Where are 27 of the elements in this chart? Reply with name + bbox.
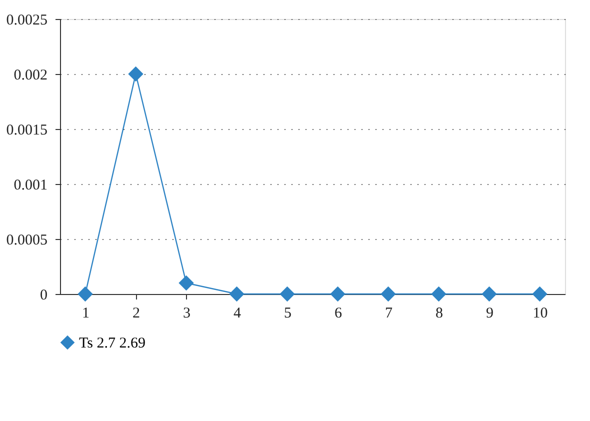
point <box>229 286 244 302</box>
x-tick-label: 2 <box>132 306 140 322</box>
y-tick-label: 0 <box>40 288 48 304</box>
x-tick-label: 10 <box>532 306 548 322</box>
x-tick-label: 7 <box>385 306 393 322</box>
x-tick-label: 6 <box>334 306 342 322</box>
x-tick-label: 5 <box>284 306 292 322</box>
point <box>280 286 295 302</box>
legend-label: Ts 2.7 2.69 <box>79 336 146 352</box>
point <box>128 66 144 82</box>
x-tick-label: 4 <box>234 306 242 322</box>
x-tick-label: 3 <box>183 306 190 322</box>
y-tick-label: 0.0015 <box>6 122 48 138</box>
y-tick-label: 0.0005 <box>6 232 48 248</box>
point <box>482 286 497 302</box>
y-tick-label: 0.001 <box>14 178 48 194</box>
point <box>78 286 93 302</box>
y-tick-label: 0.0025 <box>6 12 48 28</box>
x-tick-label: 1 <box>82 306 90 322</box>
point <box>532 286 548 302</box>
y-tick-label: 0.002 <box>14 68 48 84</box>
point <box>431 286 446 302</box>
point <box>380 286 396 302</box>
x-tick-label: 9 <box>486 306 494 322</box>
point <box>178 275 194 291</box>
point <box>330 286 346 302</box>
x-tick-label: 8 <box>436 306 443 322</box>
